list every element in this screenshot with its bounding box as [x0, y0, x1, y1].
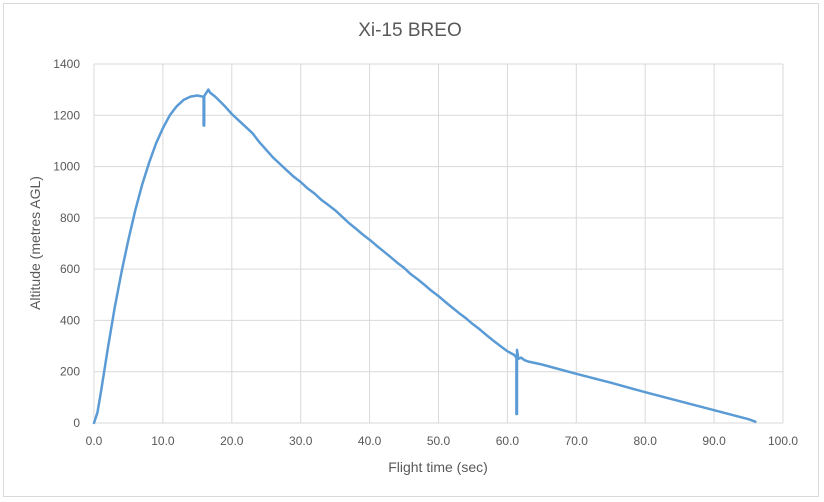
series-layer: [92, 88, 757, 425]
y-tick-label: 0: [73, 416, 80, 430]
y-tick-label: 600: [60, 262, 80, 276]
x-tick-label: 40.0: [358, 434, 382, 448]
x-tick-label: 90.0: [702, 434, 726, 448]
x-tick-label: 50.0: [427, 434, 451, 448]
x-tick-label: 100.0: [768, 434, 798, 448]
y-tick-label: 400: [60, 313, 80, 327]
gridlines: [93, 63, 784, 424]
x-tick-label: 30.0: [289, 434, 313, 448]
y-tick-label: 200: [60, 365, 80, 379]
y-tick-label: 1000: [53, 160, 80, 174]
chart-area: [3, 3, 819, 497]
x-tick-label: 80.0: [634, 434, 658, 448]
y-axis-title: Altitude (metres AGL): [27, 176, 43, 310]
x-tick-label: 0.0: [86, 434, 103, 448]
x-tick-label: 20.0: [220, 434, 244, 448]
tick-labels: 0.0 10.0 20.0 30.0 40.0 50.0 60.0 70.0 80.0 90.0 1…: [53, 57, 798, 448]
y-tick-label: 1200: [53, 108, 80, 122]
x-tick-label: 60.0: [496, 434, 520, 448]
y-tick-label: 1400: [53, 57, 80, 71]
x-axis-title: Flight time (sec): [388, 459, 488, 475]
chart-title: Xi-15 BREO: [358, 20, 461, 41]
series-line-altitude: [92, 88, 757, 425]
x-tick-label: 70.0: [565, 434, 589, 448]
x-tick-label: 10.0: [151, 434, 175, 448]
y-tick-label: 800: [60, 211, 80, 225]
